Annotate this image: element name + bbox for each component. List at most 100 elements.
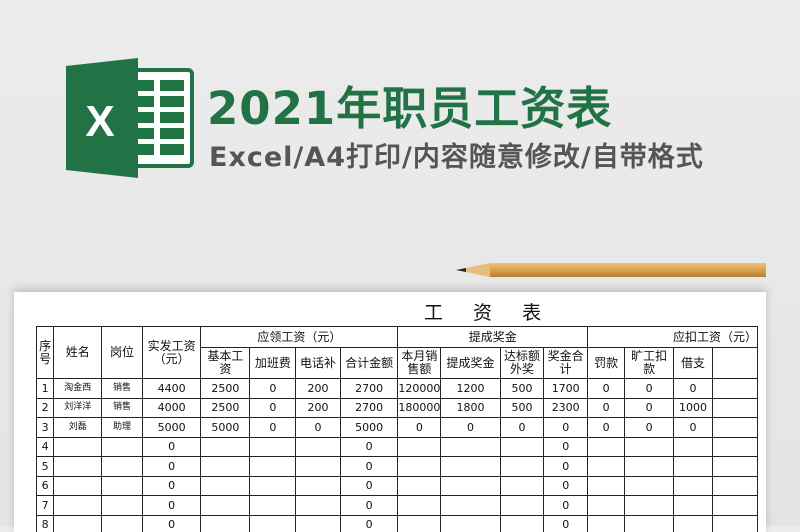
table-cell[interactable]: 0 (624, 417, 675, 438)
table-cell[interactable]: 1000 (673, 397, 713, 418)
table-cell[interactable] (440, 514, 501, 532)
table-cell[interactable]: 4 (36, 436, 55, 457)
table-cell[interactable]: 8 (36, 514, 55, 532)
table-cell[interactable] (53, 475, 103, 496)
table-cell[interactable] (295, 456, 341, 477)
table-cell[interactable]: 助理 (101, 417, 143, 438)
table-cell[interactable] (499, 495, 545, 516)
table-cell[interactable] (101, 514, 143, 532)
table-cell[interactable]: 4000 (141, 397, 202, 418)
table-cell[interactable] (711, 514, 758, 532)
table-cell[interactable] (587, 456, 626, 477)
table-cell[interactable] (624, 456, 675, 477)
table-cell[interactable]: 2300 (543, 397, 589, 418)
table-cell[interactable]: 0 (249, 378, 297, 399)
table-cell[interactable]: 0 (543, 417, 589, 438)
table-cell[interactable] (711, 397, 758, 418)
table-cell[interactable] (673, 475, 713, 496)
table-cell[interactable]: 销售 (101, 378, 143, 399)
table-cell[interactable]: 6 (36, 475, 55, 496)
table-cell[interactable] (587, 495, 626, 516)
table-cell[interactable]: 2700 (339, 397, 399, 418)
table-cell[interactable] (249, 495, 297, 516)
table-cell[interactable] (295, 514, 341, 532)
table-cell[interactable]: 5 (36, 456, 55, 477)
table-cell[interactable] (711, 456, 758, 477)
table-cell[interactable]: 0 (673, 417, 713, 438)
table-cell[interactable]: 0 (339, 436, 399, 457)
table-cell[interactable] (200, 456, 251, 477)
table-cell[interactable] (397, 456, 442, 477)
table-cell[interactable] (673, 495, 713, 516)
table-cell[interactable]: 4400 (141, 378, 202, 399)
table-cell[interactable]: 500 (499, 397, 545, 418)
table-cell[interactable]: 0 (339, 514, 399, 532)
table-cell[interactable] (499, 456, 545, 477)
table-cell[interactable] (53, 436, 103, 457)
table-cell[interactable]: 0 (543, 456, 589, 477)
table-cell[interactable] (397, 495, 442, 516)
table-cell[interactable] (397, 436, 442, 457)
table-cell[interactable] (249, 475, 297, 496)
table-cell[interactable] (587, 514, 626, 532)
table-cell[interactable]: 0 (624, 397, 675, 418)
table-cell[interactable]: 2500 (200, 378, 251, 399)
table-cell[interactable] (673, 514, 713, 532)
table-cell[interactable] (200, 436, 251, 457)
table-cell[interactable]: 1 (36, 378, 55, 399)
table-cell[interactable]: 180000 (397, 397, 442, 418)
table-cell[interactable] (673, 456, 713, 477)
table-cell[interactable]: 0 (587, 378, 626, 399)
table-cell[interactable]: 0 (440, 417, 501, 438)
table-cell[interactable] (295, 436, 341, 457)
table-cell[interactable] (624, 514, 675, 532)
table-cell[interactable]: 0 (543, 436, 589, 457)
table-cell[interactable] (249, 436, 297, 457)
table-cell[interactable]: 2700 (339, 378, 399, 399)
table-cell[interactable]: 0 (141, 436, 202, 457)
table-cell[interactable]: 0 (543, 495, 589, 516)
table-cell[interactable] (101, 475, 143, 496)
table-cell[interactable]: 500 (499, 378, 545, 399)
table-cell[interactable] (711, 475, 758, 496)
table-cell[interactable] (200, 514, 251, 532)
table-cell[interactable]: 1200 (440, 378, 501, 399)
table-cell[interactable] (587, 475, 626, 496)
table-cell[interactable] (53, 514, 103, 532)
table-cell[interactable]: 0 (339, 475, 399, 496)
table-cell[interactable] (440, 495, 501, 516)
table-cell[interactable]: 0 (141, 456, 202, 477)
table-cell[interactable] (624, 475, 675, 496)
table-cell[interactable] (440, 436, 501, 457)
table-cell[interactable]: 0 (673, 378, 713, 399)
table-cell[interactable] (101, 495, 143, 516)
table-cell[interactable] (101, 456, 143, 477)
table-cell[interactable]: 1800 (440, 397, 501, 418)
table-cell[interactable] (101, 436, 143, 457)
table-cell[interactable] (711, 417, 758, 438)
table-cell[interactable] (53, 495, 103, 516)
table-cell[interactable]: 0 (397, 417, 442, 438)
table-cell[interactable] (440, 475, 501, 496)
table-cell[interactable] (624, 436, 675, 457)
table-cell[interactable]: 1700 (543, 378, 589, 399)
table-cell[interactable]: 7 (36, 495, 55, 516)
table-cell[interactable]: 0 (141, 495, 202, 516)
table-cell[interactable] (711, 495, 758, 516)
table-cell[interactable] (53, 456, 103, 477)
table-cell[interactable]: 0 (141, 514, 202, 532)
table-cell[interactable]: 0 (249, 397, 297, 418)
table-cell[interactable] (711, 436, 758, 457)
table-cell[interactable]: 5000 (141, 417, 202, 438)
table-cell[interactable]: 0 (499, 417, 545, 438)
table-cell[interactable]: 淘金西 (53, 378, 103, 399)
table-cell[interactable] (295, 495, 341, 516)
table-cell[interactable]: 刘磊 (53, 417, 103, 438)
table-cell[interactable]: 0 (624, 378, 675, 399)
table-cell[interactable]: 0 (543, 475, 589, 496)
table-cell[interactable] (200, 475, 251, 496)
table-cell[interactable]: 200 (295, 397, 341, 418)
table-cell[interactable]: 2500 (200, 397, 251, 418)
table-cell[interactable]: 0 (249, 417, 297, 438)
table-cell[interactable]: 120000 (397, 378, 442, 399)
